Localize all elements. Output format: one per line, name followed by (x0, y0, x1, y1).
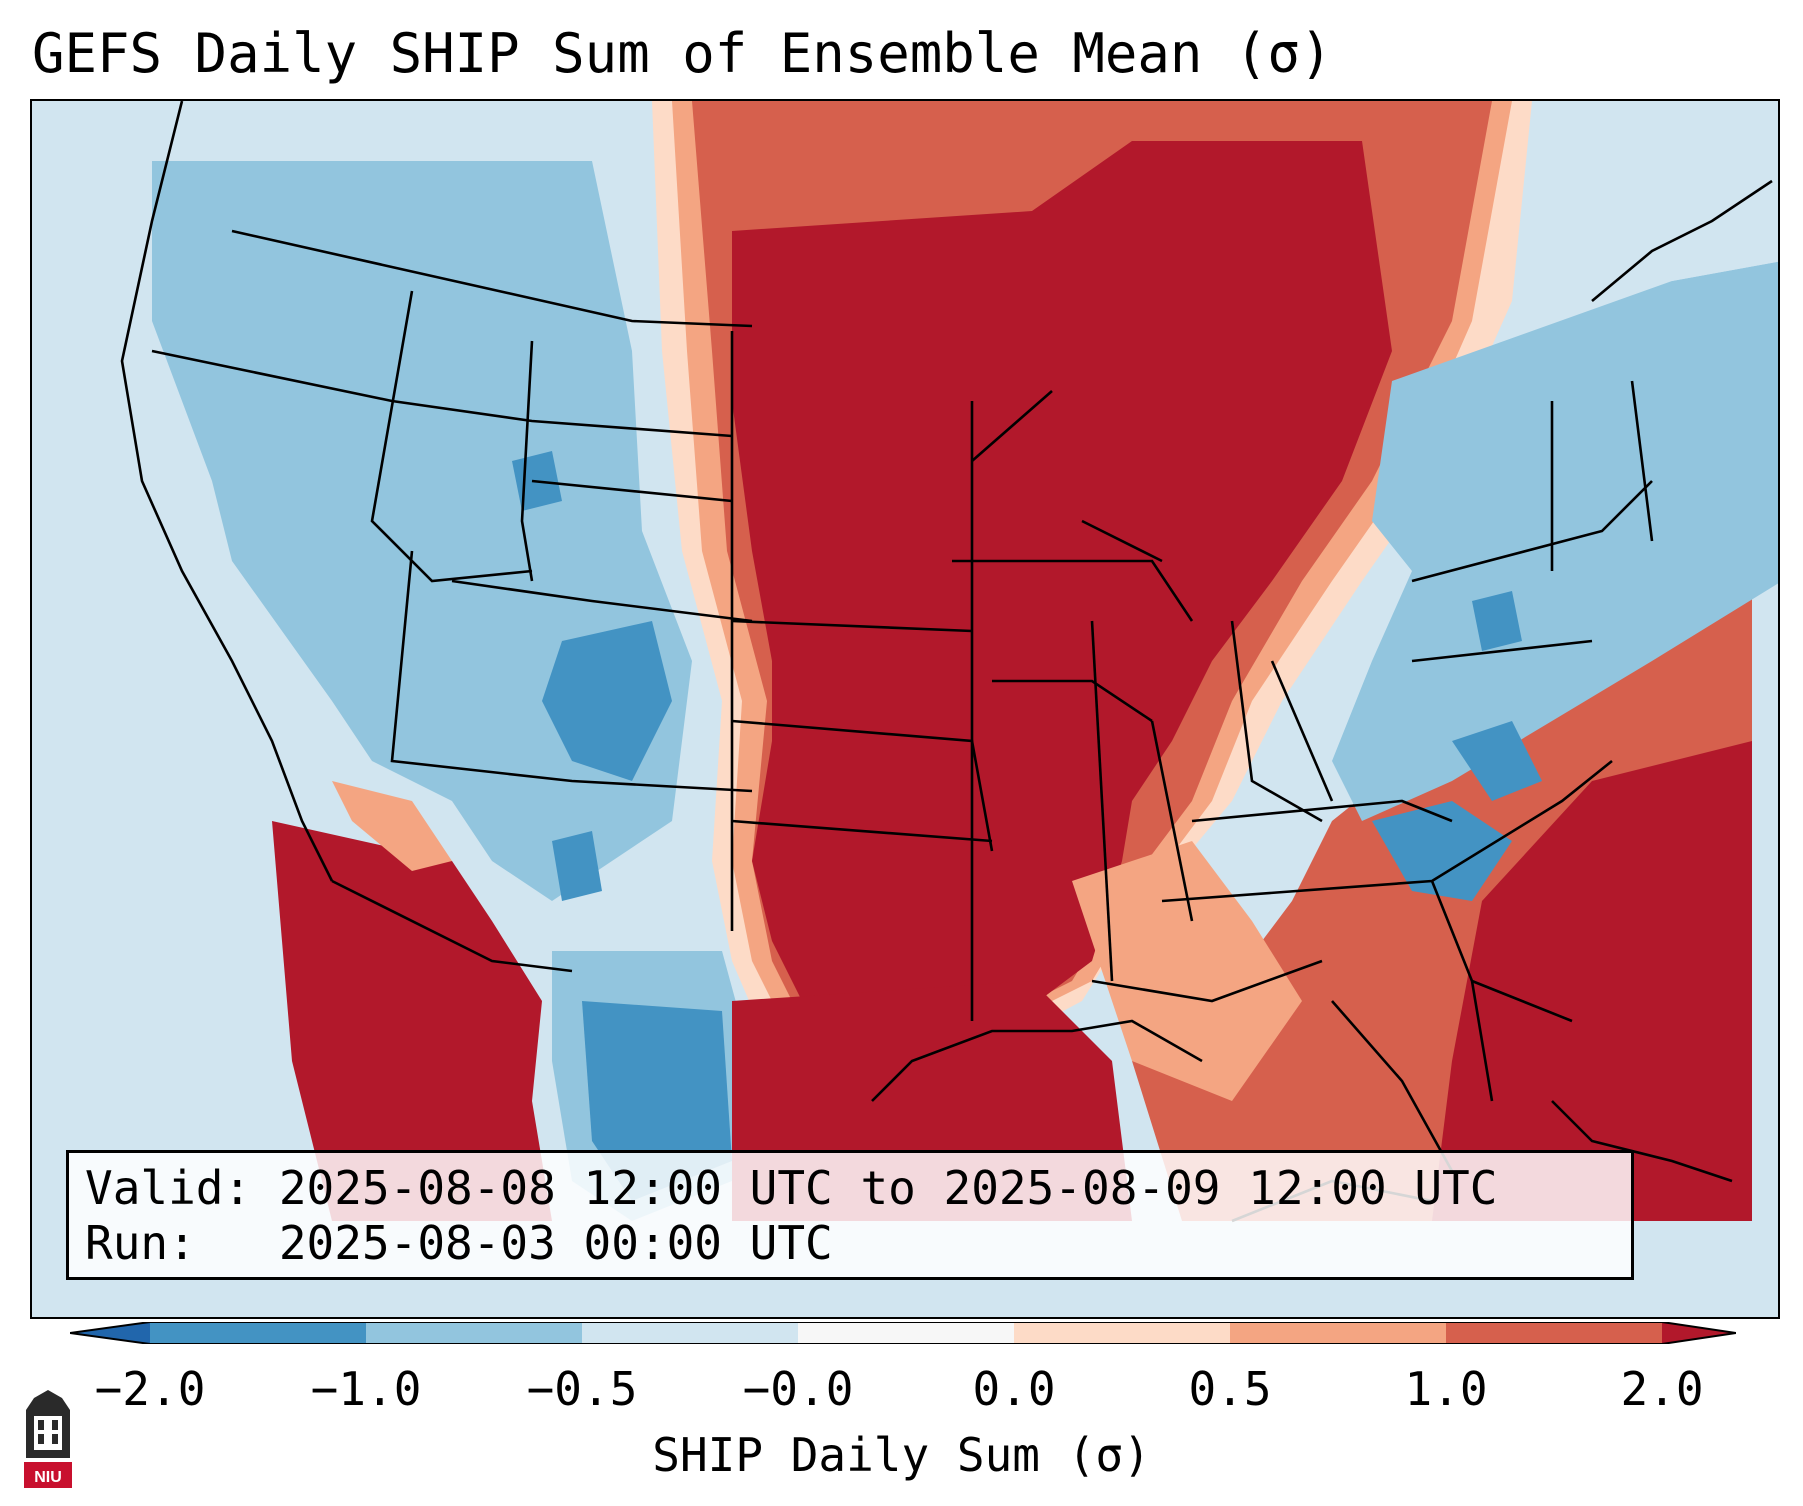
northeast-strong-negative-3 (1472, 591, 1522, 651)
colorbar-tick-label: 0.5 (1188, 1362, 1272, 1416)
northeast-strong-negative-1 (1372, 801, 1512, 901)
west-strong-negative-1 (542, 621, 672, 781)
valid-run-info-box: Valid: 2025-08-08 12:00 UTC to 2025-08-0… (66, 1150, 1634, 1280)
southwest-positive-edge (332, 781, 452, 871)
state-borders (120, 101, 1654, 1102)
colorbar-segment-5 (1014, 1322, 1230, 1344)
northeast-negative-region (1332, 261, 1778, 821)
colorbar-segment-6 (1230, 1322, 1446, 1344)
colorbar-tick-label: −0.5 (526, 1362, 638, 1416)
colorbar-tick-label: −1.0 (310, 1362, 422, 1416)
run-time-text: Run: 2025-08-03 00:00 UTC (85, 1216, 833, 1270)
colorbar-tick-label: 0.0 (972, 1362, 1056, 1416)
colorbar-segment-1 (150, 1322, 366, 1344)
colorbar-tick-label: 1.0 (1404, 1362, 1488, 1416)
colorbar-extend-low (70, 1322, 150, 1344)
colorbar-segment-7 (1446, 1322, 1662, 1344)
map-svg (32, 101, 1778, 1317)
colorbar-segment-3 (582, 1322, 798, 1344)
colorbar-tick-label: −2.0 (94, 1362, 206, 1416)
central-very-strong-positive (732, 141, 1392, 1061)
atlantic-very-strong-positive (1432, 741, 1752, 1221)
chart-title: GEFS Daily SHIP Sum of Ensemble Mean (σ) (32, 22, 1333, 85)
logo-text: NIU (34, 1469, 62, 1486)
northeast-strong-negative-2 (1452, 721, 1542, 801)
colorbar-segment-2 (366, 1322, 582, 1344)
colorbar-title: SHIP Daily Sum (σ) (652, 1428, 1151, 1482)
valid-time-text: Valid: 2025-08-08 12:00 UTC to 2025-08-0… (85, 1161, 1498, 1215)
colorbar-extend-high (1662, 1322, 1736, 1344)
southeast-positive (1072, 841, 1302, 1101)
colorbar-tick-label: 2.0 (1620, 1362, 1704, 1416)
colorbar (70, 1322, 1736, 1344)
university-logo-icon: NIU (24, 1390, 72, 1488)
map-panel (30, 99, 1780, 1319)
northeast-weak-negative (1572, 101, 1778, 281)
west-strong-negative-3 (552, 831, 602, 901)
southwest-very-strong-positive (272, 821, 552, 1221)
colorbar-tick-label: −0.0 (742, 1362, 854, 1416)
colorbar-segment-4 (798, 1322, 1014, 1344)
